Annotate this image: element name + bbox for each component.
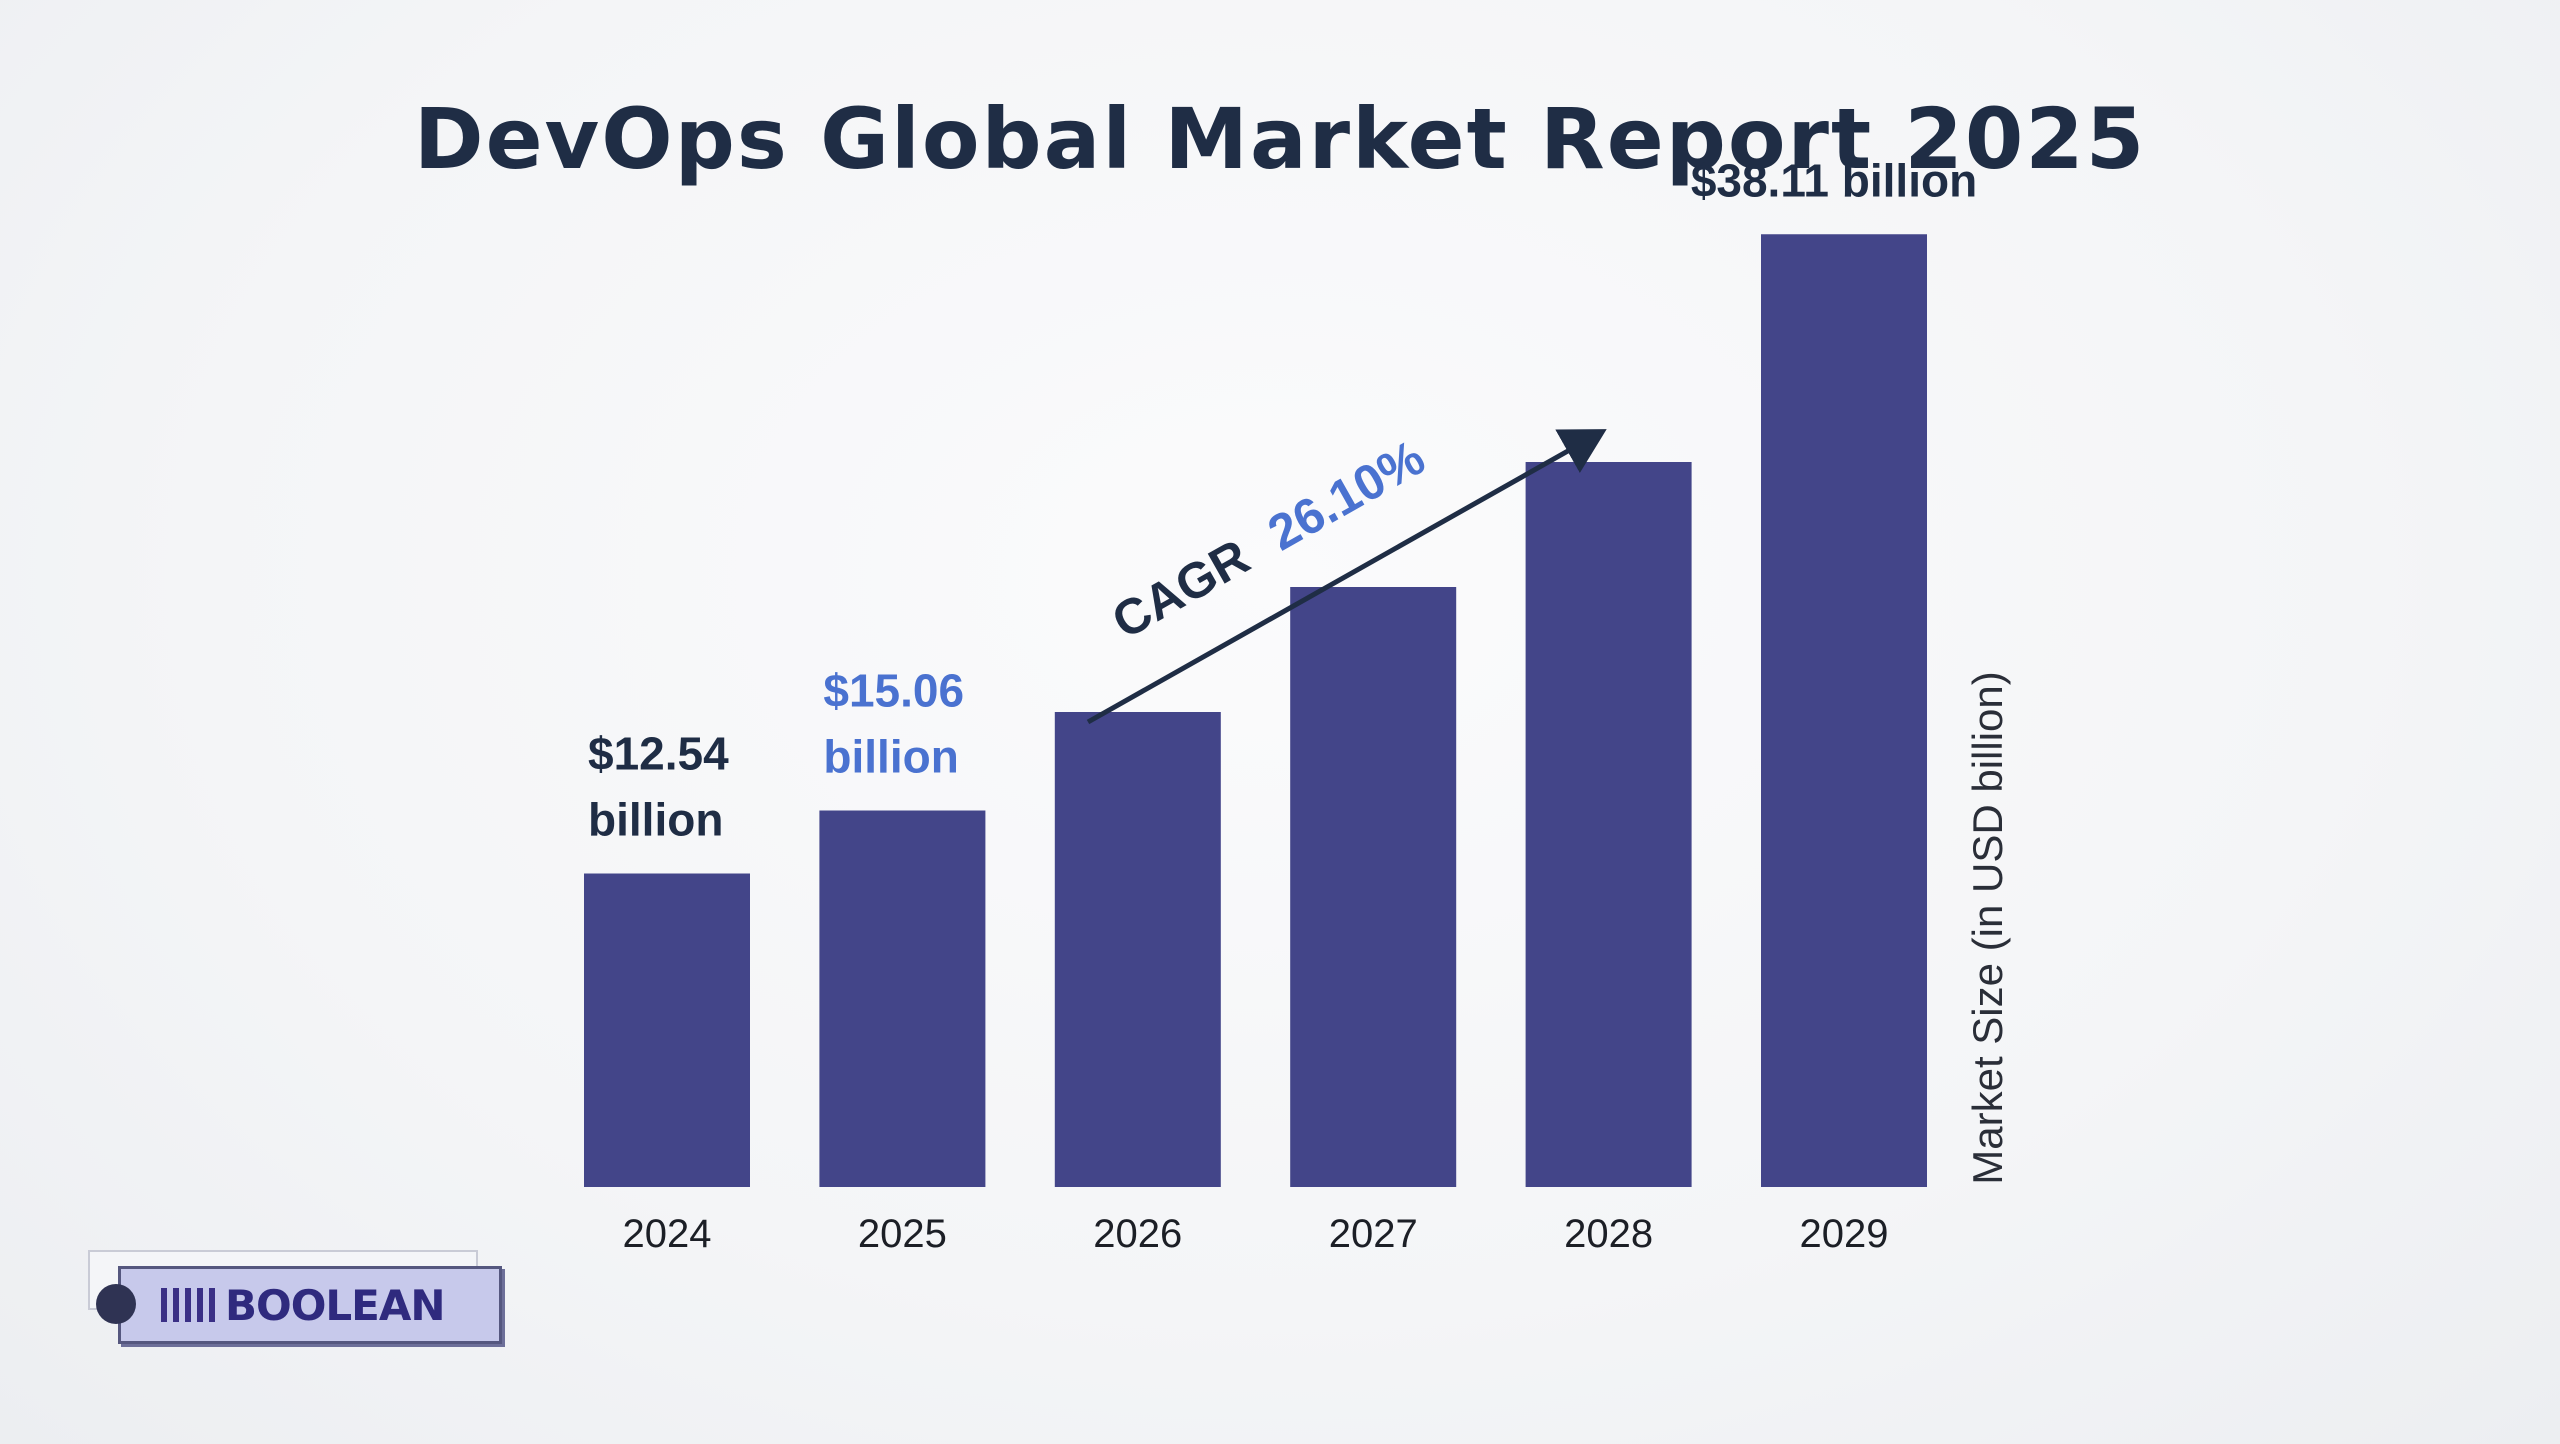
y-axis-label: Market Size (in USD billion) [1964, 671, 2011, 1184]
logo-dot-icon [96, 1284, 136, 1324]
data-label-2029: $38.11 billion [1691, 154, 1977, 206]
data-label-2024: $12.54 billion [588, 728, 729, 846]
cagr-arrow [1086, 429, 1607, 725]
logo-wordmark: BOOLEAN [225, 1280, 446, 1330]
data-label-line: $38.11 billion [1691, 154, 1977, 206]
bar-2024 [584, 873, 750, 1187]
bars-group [584, 234, 1927, 1187]
x-tick-2026: 2026 [1093, 1212, 1182, 1256]
data-label-line: $12.54 [588, 728, 729, 780]
x-tick-2025: 2025 [858, 1212, 947, 1256]
bar-2025 [819, 810, 986, 1187]
bar-2029 [1761, 234, 1927, 1187]
logo-front-plate: BOOLEAN [118, 1266, 502, 1344]
data-labels: $12.54 billion $15.06 billion $38.11 billion [588, 154, 1977, 845]
logo-bars-icon [161, 1288, 219, 1322]
data-label-line: $15.06 [823, 665, 964, 717]
bar-2027 [1290, 587, 1457, 1187]
x-tick-2029: 2029 [1800, 1212, 1889, 1256]
x-tick-2024: 2024 [623, 1212, 712, 1256]
x-tick-2028: 2028 [1564, 1212, 1653, 1256]
x-tick-labels: 2024 2025 2026 2027 2028 2029 [623, 1212, 1889, 1256]
cagr-prefix: CAGR [1103, 528, 1259, 649]
data-label-line: billion [823, 731, 958, 783]
data-label-line: billion [588, 794, 723, 846]
brand-logo: BOOLEAN [88, 1250, 508, 1350]
x-tick-2027: 2027 [1329, 1212, 1418, 1256]
data-label-2025: $15.06 billion [823, 665, 964, 783]
chart-title: DevOps Global Market Report 2025 [414, 90, 2146, 188]
bar-2026 [1054, 712, 1221, 1187]
bar-2028 [1525, 462, 1692, 1187]
